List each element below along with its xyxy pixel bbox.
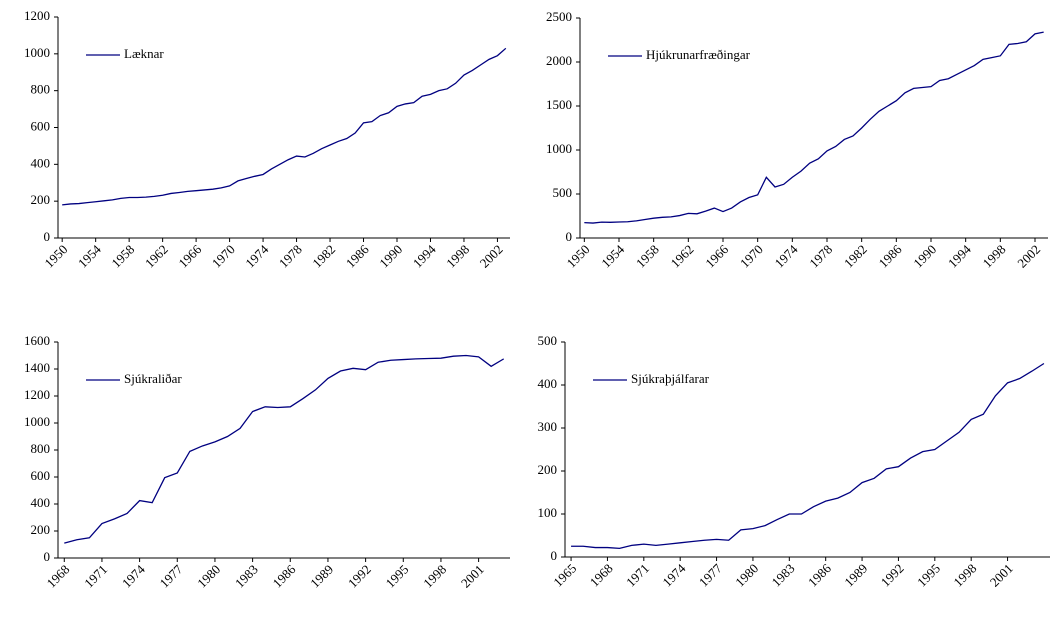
x-tick-label: 1968 (44, 562, 73, 591)
x-tick-label: 1958 (108, 242, 137, 271)
x-tick-label: 1971 (81, 562, 110, 591)
legend-label: Hjúkrunarfræðingar (646, 47, 751, 62)
x-tick-label: 1989 (307, 562, 336, 591)
x-tick-label: 2001 (987, 561, 1016, 590)
x-tick-label: 1995 (383, 562, 412, 591)
x-tick-label: 1986 (876, 241, 905, 270)
x-tick-label: 1980 (194, 562, 223, 591)
y-tick-label: 400 (31, 155, 51, 170)
x-tick-label: 1965 (550, 561, 579, 590)
y-tick-label: 800 (31, 82, 51, 97)
x-tick-label: 1992 (345, 562, 374, 591)
y-tick-label: 0 (566, 229, 573, 244)
x-tick-label: 1950 (564, 242, 593, 271)
data-line (571, 362, 1045, 550)
x-tick-label: 1995 (914, 561, 943, 590)
y-tick-label: 1400 (24, 360, 50, 375)
x-tick-label: 2002 (1014, 242, 1043, 271)
x-tick-label: 1958 (633, 242, 662, 271)
y-tick-label: 600 (31, 118, 51, 133)
x-tick-label: 1998 (443, 242, 472, 271)
x-tick-label: 1977 (157, 561, 186, 590)
x-tick-label: 1986 (805, 560, 834, 589)
y-tick-label: 2000 (546, 53, 572, 68)
y-tick-label: 1000 (24, 45, 50, 60)
y-tick-label: 0 (44, 549, 51, 564)
data-line (62, 47, 507, 206)
x-tick-label: 1974 (242, 241, 271, 270)
data-line (584, 31, 1044, 224)
chart: 0 200 400 600 800 1000 1200 1400 1600 1968 1971 197… (24, 333, 510, 591)
y-tick-label: 1600 (24, 333, 50, 348)
y-tick-label: 300 (538, 419, 558, 434)
chart: 0 100 200 300 400 500 1965 1968 1971 1974 1977 1980… (538, 333, 1050, 590)
y-tick-label: 1000 (24, 414, 50, 429)
x-tick-label: 1982 (309, 242, 338, 271)
y-tick-label: 600 (31, 468, 51, 483)
legend-label: Sjúkraþjálfarar (631, 371, 710, 386)
y-tick-label: 400 (31, 495, 51, 510)
x-tick-label: 1974 (119, 561, 148, 590)
x-tick-label: 1962 (142, 242, 171, 271)
chart: 0 500 1000 1500 2000 2500 1950 1954 1958 1962 1966… (546, 9, 1048, 271)
x-tick-label: 1970 (209, 242, 238, 271)
x-tick-label: 1992 (878, 561, 907, 590)
x-tick-label: 1980 (732, 561, 761, 590)
x-tick-label: 1966 (175, 241, 204, 270)
x-tick-label: 1998 (420, 562, 449, 591)
x-tick-label: 1970 (737, 242, 766, 271)
y-tick-label: 1500 (546, 97, 572, 112)
x-tick-label: 2001 (458, 562, 487, 591)
x-tick-label: 1982 (841, 242, 870, 271)
x-tick-label: 1989 (841, 561, 870, 590)
x-tick-label: 1966 (702, 241, 731, 270)
x-tick-label: 1983 (232, 562, 261, 591)
y-tick-label: 500 (538, 333, 558, 348)
x-tick-label: 1971 (623, 561, 652, 590)
y-tick-label: 1000 (546, 141, 572, 156)
x-tick-label: 1978 (806, 242, 835, 271)
x-tick-label: 1977 (696, 560, 725, 589)
x-tick-label: 1983 (769, 561, 798, 590)
x-tick-label: 1986 (343, 241, 372, 270)
x-tick-label: 1974 (772, 241, 801, 270)
y-tick-label: 200 (31, 522, 51, 537)
y-tick-label: 200 (31, 192, 51, 207)
x-tick-label: 1990 (910, 242, 939, 271)
legend-label: Sjúkraliðar (124, 371, 182, 386)
y-tick-label: 2500 (546, 9, 572, 24)
x-tick-label: 1974 (659, 560, 688, 589)
y-tick-label: 0 (44, 229, 51, 244)
chart: 0 200 400 600 800 1000 1200 1950 1954 1958 1962 196… (24, 8, 510, 271)
y-tick-label: 100 (538, 505, 558, 520)
x-tick-label: 1998 (950, 561, 979, 590)
y-tick-label: 1200 (24, 387, 50, 402)
x-tick-label: 1954 (75, 241, 104, 270)
y-tick-label: 400 (538, 376, 558, 391)
legend-label: Læknar (124, 46, 164, 61)
x-tick-label: 1962 (668, 242, 697, 271)
x-tick-label: 1986 (270, 561, 299, 590)
y-tick-label: 0 (551, 548, 558, 563)
y-tick-label: 500 (553, 185, 573, 200)
x-tick-label: 1994 (410, 241, 439, 270)
x-tick-label: 1978 (276, 242, 305, 271)
x-tick-label: 1954 (598, 241, 627, 270)
y-tick-label: 1200 (24, 8, 50, 23)
y-tick-label: 800 (31, 441, 51, 456)
x-tick-label: 1990 (376, 242, 405, 271)
x-tick-label: 1998 (980, 242, 1009, 271)
x-tick-label: 1994 (945, 241, 974, 270)
x-tick-label: 1968 (587, 561, 616, 590)
data-line (64, 354, 505, 544)
y-tick-label: 200 (538, 462, 558, 477)
x-tick-label: 1950 (41, 242, 70, 271)
x-tick-label: 2002 (477, 242, 506, 271)
